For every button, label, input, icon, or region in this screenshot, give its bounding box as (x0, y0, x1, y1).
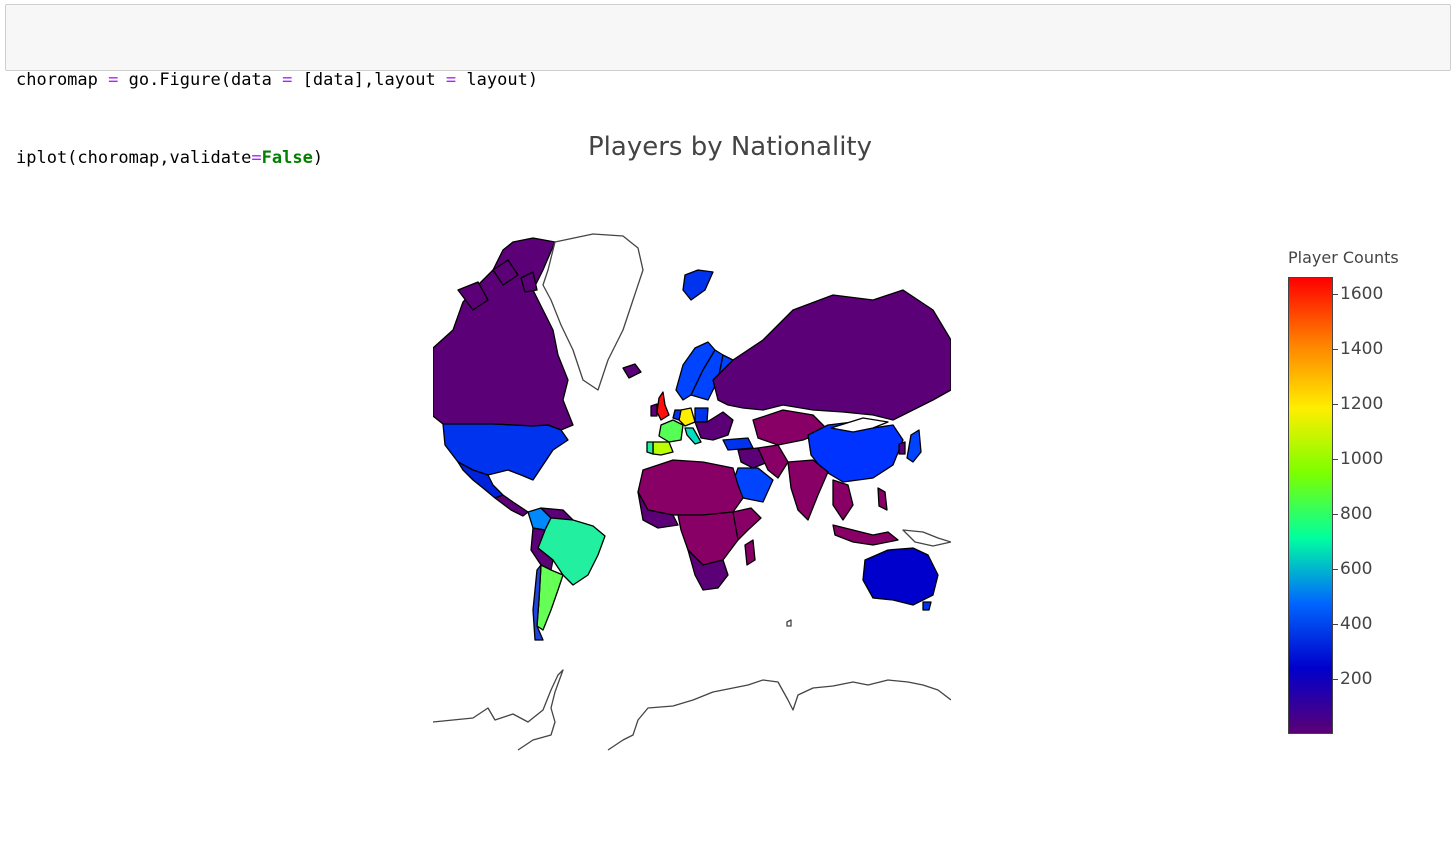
region-iceland (622, 363, 642, 379)
colorbar-tick-mark (1333, 679, 1338, 681)
colorbar-tick-mark (1333, 403, 1338, 405)
colorbar-tick-label: 1000 (1340, 448, 1384, 469)
colorbar-tick-mark (1333, 624, 1338, 626)
colorbar-tick-mark (1333, 458, 1338, 460)
region-eastern-europe (694, 411, 734, 441)
region-usa (442, 423, 569, 481)
region-japan (906, 429, 922, 463)
region-mongolia (830, 417, 889, 433)
colorbar-tick-mark (1333, 513, 1338, 515)
colorbar-tick-label: 800 (1340, 503, 1373, 524)
region-portugal (646, 441, 654, 455)
region-southeast-asia (832, 479, 854, 521)
region-central-africa (677, 511, 744, 566)
world-map[interactable] (433, 230, 951, 752)
region-arctic-islands (457, 259, 538, 311)
region-tasmania (922, 601, 932, 611)
code-line-2: iplot(choromap,validate=False) (16, 148, 324, 168)
region-iran (757, 444, 789, 479)
region-antarctica (433, 669, 951, 751)
region-southern-africa (687, 549, 729, 591)
region-france (658, 419, 684, 443)
region-indonesia (832, 524, 899, 546)
code-line-1: choromap = go.Figure(data = [data],layou… (16, 70, 539, 90)
region-new-zealand (786, 619, 792, 627)
colorbar-tick-mark (1333, 568, 1338, 570)
colorbar-tick-label: 1200 (1340, 393, 1384, 414)
region-east-africa (732, 507, 762, 541)
region-svalbard (682, 269, 714, 301)
colorbar-tick-label: 400 (1340, 614, 1373, 635)
region-philippines (877, 487, 888, 511)
colorbar-tick-label: 200 (1340, 669, 1373, 690)
region-greenland (542, 233, 644, 391)
code-cell[interactable]: choromap = go.Figure(data = [data],layou… (5, 4, 1451, 168)
region-poland (694, 407, 709, 423)
region-png (902, 529, 951, 547)
region-madagascar (744, 539, 756, 566)
region-australia (862, 547, 939, 606)
region-spain (652, 441, 674, 456)
region-netherlands (672, 409, 682, 421)
region-peru-bolivia (530, 527, 554, 571)
colorbar-tick-mark (1333, 348, 1338, 350)
colorbar (1288, 277, 1333, 734)
colorbar-title: Player Counts (1288, 248, 1399, 267)
chart-title: Players by Nationality (587, 132, 873, 162)
colorbar-tick-label: 1600 (1340, 283, 1384, 304)
region-russia (712, 289, 951, 421)
region-central-america (494, 494, 529, 517)
region-italy (684, 427, 702, 445)
region-korea (898, 441, 906, 455)
region-north-africa (637, 459, 744, 516)
colorbar-tick-mark (1333, 293, 1338, 295)
region-ireland (650, 403, 658, 417)
region-england (656, 391, 670, 421)
colorbar-tick-label: 600 (1340, 558, 1373, 579)
colorbar-tick-label: 1400 (1340, 338, 1384, 359)
region-turkey (722, 437, 754, 451)
region-west-africa (637, 491, 679, 529)
region-chile (532, 564, 544, 641)
region-india (787, 459, 829, 521)
